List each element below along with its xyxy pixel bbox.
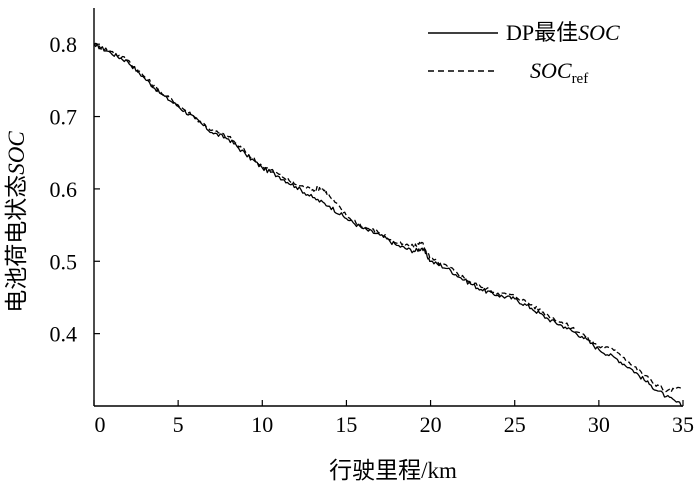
legend-label-dp-main: DP最佳	[506, 20, 578, 45]
x-tick-label: 20	[420, 412, 442, 437]
y-tick-label: 0.4	[50, 322, 78, 347]
x-tick-label: 25	[504, 412, 526, 437]
x-tick-label: 0	[95, 412, 106, 437]
y-tick-label: 0.6	[50, 177, 78, 202]
x-ticks: 0 5 10 15 20 25 30 35	[93, 400, 694, 437]
x-tick-label: 30	[588, 412, 610, 437]
x-axis-label: 行驶里程/km	[329, 458, 457, 483]
legend-label-ref-main: SOC	[530, 58, 572, 83]
y-axis-label: 电池荷电状态SOC	[4, 131, 29, 313]
y-axis-label-main: 电池荷电状态	[4, 175, 29, 313]
x-tick-label: 10	[251, 412, 273, 437]
y-tick-label: 0.8	[50, 32, 78, 57]
legend-label-dp-italic: SOC	[578, 20, 620, 45]
x-tick-label: 5	[173, 412, 184, 437]
series-line-soc-ref	[93, 43, 684, 393]
legend-label-dp: DP最佳SOC	[506, 20, 620, 45]
series-lines	[93, 42, 684, 407]
y-tick-label: 0.7	[50, 105, 78, 130]
legend-label-ref: SOCref	[530, 58, 588, 87]
y-axis-label-italic: SOC	[4, 131, 29, 175]
x-tick-label: 35	[672, 412, 694, 437]
y-ticks: 0.4 0.5 0.6 0.7 0.8	[50, 32, 100, 347]
axes	[93, 8, 683, 407]
y-tick-label: 0.5	[50, 249, 78, 274]
legend-label-ref-sub: ref	[572, 71, 589, 87]
legend: DP最佳SOC SOCref	[428, 20, 620, 87]
series-line-dp-optimal-soc	[93, 42, 684, 407]
x-tick-label: 15	[335, 412, 357, 437]
